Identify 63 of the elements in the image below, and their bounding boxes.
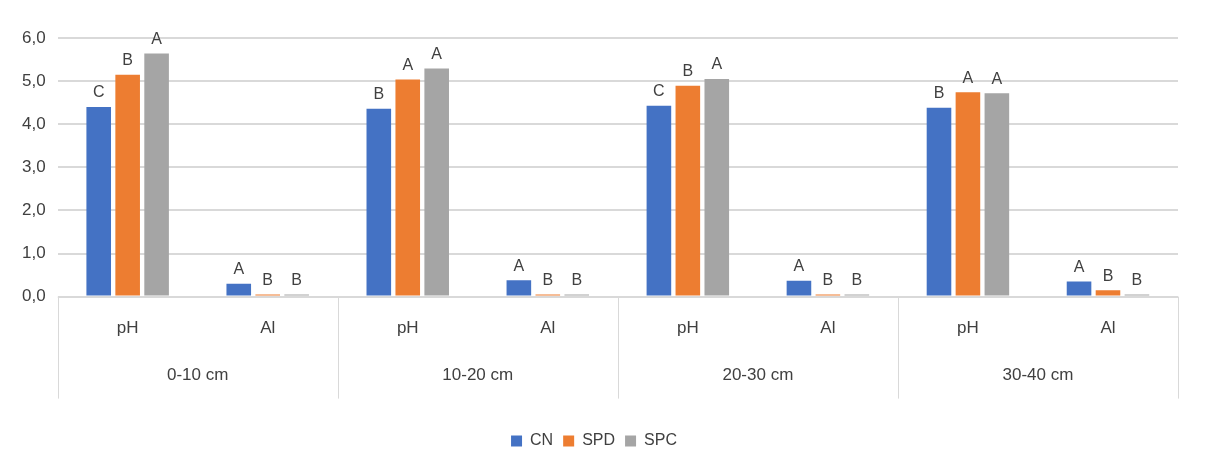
bar	[395, 79, 421, 296]
x-tick-label: pH	[116, 318, 139, 338]
bar	[424, 68, 449, 296]
bar	[1095, 290, 1121, 296]
data-label: B	[1102, 266, 1114, 284]
x-tick-label: pH	[957, 318, 979, 338]
data-label: B	[542, 271, 554, 289]
x-tick-label: Al	[820, 318, 836, 338]
data-label: B	[1131, 270, 1143, 288]
y-tick-label: 4,0	[21, 113, 46, 133]
data-label: A	[711, 55, 723, 73]
legend-label: CN	[530, 431, 554, 449]
data-label: B	[851, 271, 863, 289]
bar	[1066, 281, 1092, 296]
data-label: A	[991, 69, 1003, 87]
bar	[226, 283, 252, 296]
x-tick-label: Al	[540, 318, 556, 338]
x-tick-label: Al	[260, 318, 276, 338]
data-label: B	[571, 271, 583, 289]
data-label: A	[793, 257, 805, 275]
data-label: A	[233, 260, 245, 278]
y-tick-label: 5,0	[21, 70, 46, 90]
y-tick-label: 3,0	[21, 156, 46, 176]
y-tick-label: 2,0	[21, 200, 46, 220]
y-tick-label: 1,0	[21, 243, 46, 263]
y-tick-label: 0,0	[21, 286, 46, 306]
data-label: A	[431, 45, 443, 63]
data-label: B	[933, 84, 945, 102]
text: 10-20 cm	[442, 365, 514, 385]
data-label: B	[122, 51, 133, 69]
bar	[115, 74, 140, 296]
text: 0-10 cm	[166, 365, 229, 385]
data-label: A	[1073, 257, 1085, 275]
x-tick-label: Al	[1100, 318, 1116, 338]
data-label: B	[682, 62, 694, 80]
bar	[786, 280, 812, 296]
data-label: C	[653, 82, 665, 100]
data-label: B	[291, 271, 302, 289]
data-label: B	[373, 85, 385, 103]
text: 30-40 cm	[1002, 365, 1074, 385]
bar	[675, 85, 701, 296]
bar	[984, 93, 1010, 296]
bar	[144, 53, 169, 296]
data-label: A	[402, 55, 414, 73]
data-label: C	[92, 83, 105, 101]
x-tick-label: pH	[396, 318, 419, 338]
bar	[366, 108, 392, 296]
data-label: B	[262, 271, 274, 289]
legend-label: SPD	[582, 431, 616, 449]
data-label: B	[822, 271, 834, 289]
bar	[955, 92, 981, 296]
bar	[646, 105, 672, 296]
bar	[86, 106, 112, 296]
data-label: A	[151, 29, 163, 47]
legend-label: SPC	[644, 431, 677, 449]
x-tick-label: pH	[676, 318, 699, 338]
bar	[704, 78, 730, 296]
data-label: A	[513, 256, 525, 274]
y-tick-label: 6,0	[21, 27, 46, 47]
bar	[926, 107, 952, 296]
text: 20-30 cm	[722, 365, 794, 385]
data-label: A	[962, 68, 974, 86]
bar	[506, 280, 532, 296]
